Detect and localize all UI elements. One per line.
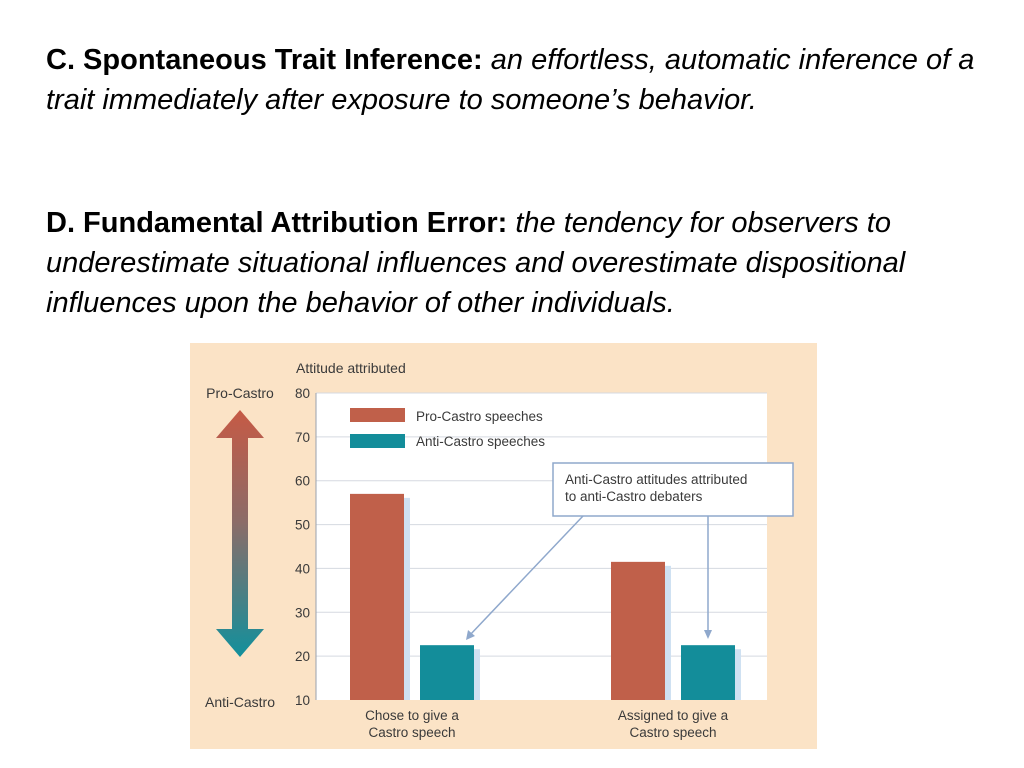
y-tick-label: 80	[295, 386, 310, 401]
term-spontaneous-trait-inference: C. Spontaneous Trait Inference:	[46, 44, 483, 76]
y-tick-label: 30	[295, 605, 310, 620]
annotation-arrowhead-right-icon	[704, 630, 712, 639]
bar-pro-castro-1	[611, 561, 665, 700]
annotation-callout: Anti-Castro attitudes attributed to anti…	[466, 462, 794, 640]
category-label-0: Castro speech	[368, 725, 455, 740]
y-tick-label: 50	[295, 518, 310, 533]
annotation-arrowhead-left-icon	[466, 630, 475, 640]
legend-swatch-pro-castro	[350, 408, 405, 422]
y-tick-label: 70	[295, 430, 310, 445]
legend-label-pro-castro: Pro-Castro speeches	[416, 409, 543, 424]
y-axis-title: Attitude attributed	[296, 360, 406, 376]
bar-anti-castro-1	[681, 645, 735, 700]
category-label-1: Assigned to give a	[618, 708, 729, 723]
attitude-scale-arrow-icon	[216, 410, 264, 657]
y-tick-label: 20	[295, 649, 310, 664]
annotation-arrow-left	[468, 515, 584, 637]
y-tick-label: 40	[295, 561, 310, 576]
attribution-bar-chart: 10 20 30 40 50 60 70 80 Chose to give a Castro s…	[205, 360, 794, 740]
bar-anti-castro-0	[420, 645, 474, 700]
definition-spontaneous-trait-inference: an effortless, automatic inference of a …	[46, 44, 975, 116]
definition-fundamental-attribution-error: the tendency for observers to underestim…	[46, 207, 906, 319]
scale-label-anti-castro: Anti-Castro	[205, 694, 275, 710]
legend-swatch-anti-castro	[350, 434, 405, 448]
legend-label-anti-castro: Anti-Castro speeches	[416, 434, 545, 449]
term-fundamental-attribution-error: D. Fundamental Attribution Error:	[46, 207, 508, 239]
annotation-line-2: to anti-Castro debaters	[565, 489, 703, 504]
annotation-box	[552, 462, 794, 517]
scale-label-pro-castro: Pro-Castro	[206, 385, 274, 401]
paragraph-fundamental-attribution-error: D. Fundamental Attribution Error: the te…	[46, 203, 1011, 323]
category-label-0: Chose to give a	[365, 708, 459, 723]
annotation-line-1: Anti-Castro attitudes attributed	[565, 472, 747, 487]
y-tick-label: 60	[295, 474, 310, 489]
paragraph-spontaneous-trait-inference: C. Spontaneous Trait Inference: an effor…	[46, 40, 1011, 120]
bar-pro-castro-0	[350, 493, 404, 700]
legend: Pro-Castro speeches Anti-Castro speeches	[350, 408, 545, 449]
category-label-1: Castro speech	[629, 725, 716, 740]
attribution-chart-figure: 10 20 30 40 50 60 70 80 Chose to give a Castro s…	[190, 343, 817, 749]
y-tick-label: 10	[295, 693, 310, 708]
